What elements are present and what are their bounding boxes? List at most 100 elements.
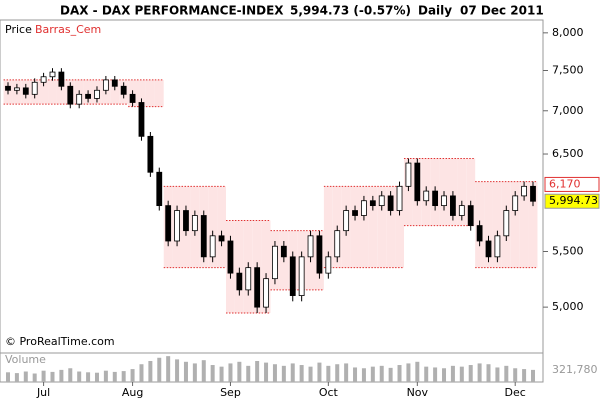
candle-body — [147, 135, 154, 173]
period: Daily — [418, 4, 452, 18]
candle-body — [218, 235, 225, 242]
candle-body — [129, 93, 136, 103]
indicator-name: Barras_Cem — [35, 23, 101, 36]
candle-body — [334, 230, 341, 258]
volume-bar — [183, 361, 188, 382]
x-tick-label: Nov — [407, 386, 429, 399]
y-tick-label: 5,000 — [552, 300, 584, 313]
indicator-band — [466, 158, 476, 226]
candle-body — [272, 245, 278, 280]
candle-body — [191, 215, 198, 232]
candle-body — [405, 162, 412, 187]
volume-bar — [157, 357, 162, 382]
indicator-band — [217, 186, 227, 268]
candle-body — [441, 195, 447, 207]
candle-body — [227, 240, 234, 274]
indicator-band — [386, 186, 396, 268]
volume-bar — [344, 363, 349, 382]
candle-body — [22, 87, 29, 95]
candle-body — [494, 235, 501, 258]
volume-bar — [68, 368, 73, 382]
indicator-band — [208, 186, 218, 268]
volume-bar — [326, 365, 331, 382]
volume-label: Volume — [5, 353, 46, 366]
candle-body — [423, 190, 430, 202]
volume-bar — [219, 366, 224, 382]
volume-bar — [290, 363, 295, 382]
x-tick-label: Jul — [36, 386, 50, 399]
indicator-band — [492, 181, 502, 268]
indicator-band — [528, 181, 538, 268]
candle-body — [156, 171, 163, 207]
indicator-band — [234, 220, 244, 313]
indicator-band — [377, 186, 387, 268]
candle-body — [102, 79, 109, 91]
candle-body — [94, 89, 100, 99]
indicator-band — [457, 158, 467, 226]
y-tick-label: 5,500 — [552, 245, 584, 258]
volume-tick-label: 321,780 — [552, 363, 598, 376]
last-price-box — [544, 193, 600, 209]
volume-bar — [77, 371, 82, 382]
indicator-band — [403, 158, 413, 226]
volume-bar — [459, 366, 464, 382]
candle-body — [450, 195, 456, 216]
indicator-band — [48, 79, 57, 105]
volume-bar — [228, 363, 233, 382]
volume-bar — [264, 362, 269, 382]
y-tick-label: 6,500 — [552, 147, 584, 160]
indicator-band — [359, 186, 369, 268]
volume-bar — [14, 373, 19, 382]
volume-bar — [86, 372, 91, 382]
indicator-band — [145, 79, 155, 107]
candle-body — [280, 245, 287, 258]
volume-bar — [121, 371, 126, 382]
y-tick-label: 8,000 — [552, 26, 584, 39]
volume-bar — [442, 368, 447, 382]
volume-bar — [477, 363, 482, 382]
volume-bar — [201, 360, 206, 382]
candle-body — [369, 200, 376, 207]
candle-body — [476, 225, 483, 242]
indicator-band — [395, 186, 404, 268]
candle-body — [76, 93, 83, 105]
volume-bar — [504, 365, 509, 382]
candle-body — [467, 205, 474, 226]
candle-body — [414, 162, 421, 202]
indicator-last-label: 6,170 — [549, 177, 581, 190]
candle-body — [67, 85, 74, 105]
price-label: Price — [5, 23, 32, 36]
candle-body — [396, 185, 403, 211]
copyright: © ProRealTime.com — [5, 335, 115, 348]
volume-bar — [353, 367, 358, 382]
candle-body — [183, 210, 189, 232]
candle-body — [120, 85, 127, 95]
volume-bar — [59, 369, 64, 382]
candle-body — [352, 210, 358, 216]
volume-bar — [299, 365, 304, 382]
candle-body — [236, 272, 243, 291]
volume-bar — [130, 369, 135, 382]
chart-title: DAX - DAX PERFORMANCE-INDEX — [60, 4, 284, 18]
candle-body — [325, 256, 332, 274]
indicator-band — [519, 181, 529, 268]
indicator-band — [484, 181, 493, 268]
indicator-band — [110, 79, 120, 105]
x-tick-label: Aug — [122, 386, 143, 399]
candle-body — [361, 200, 367, 216]
date: 07 Dec 2011 — [460, 4, 544, 18]
indicator-band — [368, 186, 378, 268]
candle-body — [316, 235, 323, 274]
volume-bar — [41, 370, 46, 382]
candle-body — [387, 195, 394, 211]
candle-body — [245, 267, 252, 291]
volume-bar — [397, 365, 402, 382]
volume-bar — [192, 363, 197, 382]
candle-body — [31, 81, 38, 95]
candle-body — [13, 87, 20, 91]
x-tick-label: Oct — [319, 386, 339, 399]
volume-bar — [50, 371, 55, 382]
volume-bar — [281, 365, 286, 382]
indicator-band — [56, 79, 66, 105]
